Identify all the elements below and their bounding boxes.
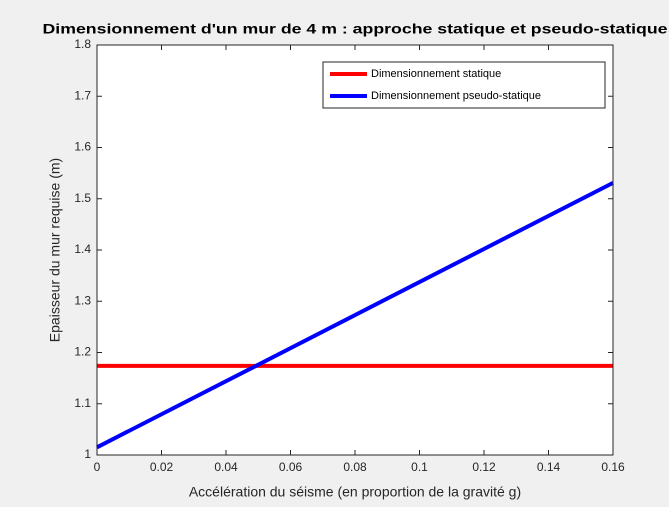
x-tick-label: 0 [94, 460, 101, 474]
y-tick-label: 1.6 [74, 140, 91, 154]
chart-title: Dimensionnement d'un mur de 4 m : approc… [43, 21, 668, 37]
legend-label: Dimensionnement statique [371, 68, 501, 80]
x-tick-label: 0.06 [279, 460, 303, 474]
y-axis-label: Epaisseur du mur requise (m) [47, 158, 63, 342]
y-tick-label: 1.1 [74, 396, 91, 410]
y-tick-label: 1 [84, 447, 91, 461]
y-tick-label: 1.2 [74, 345, 91, 359]
y-tick-label: 1.5 [74, 191, 91, 205]
series-line [96, 181, 614, 450]
x-tick-label: 0.1 [411, 460, 428, 474]
y-tick-label: 1.7 [74, 88, 91, 102]
x-tick-label: 0.14 [537, 460, 561, 474]
x-tick-label: 0.12 [472, 460, 496, 474]
x-tick-label: 0.08 [343, 460, 367, 474]
legend-box [322, 61, 606, 109]
x-axis-label: Accélération du séisme (en proportion de… [189, 484, 521, 500]
legend-label: Dimensionnement pseudo-statique [371, 90, 541, 102]
y-tick-label: 1.3 [74, 293, 91, 307]
axes-box [96, 44, 614, 456]
y-tick-label: 1.8 [74, 37, 91, 51]
y-tick-label: 1.4 [74, 242, 91, 256]
x-tick-label: 0.16 [601, 460, 625, 474]
axes-background [97, 45, 613, 455]
x-tick-label: 0.02 [150, 460, 174, 474]
x-tick-label: 0.04 [214, 460, 238, 474]
